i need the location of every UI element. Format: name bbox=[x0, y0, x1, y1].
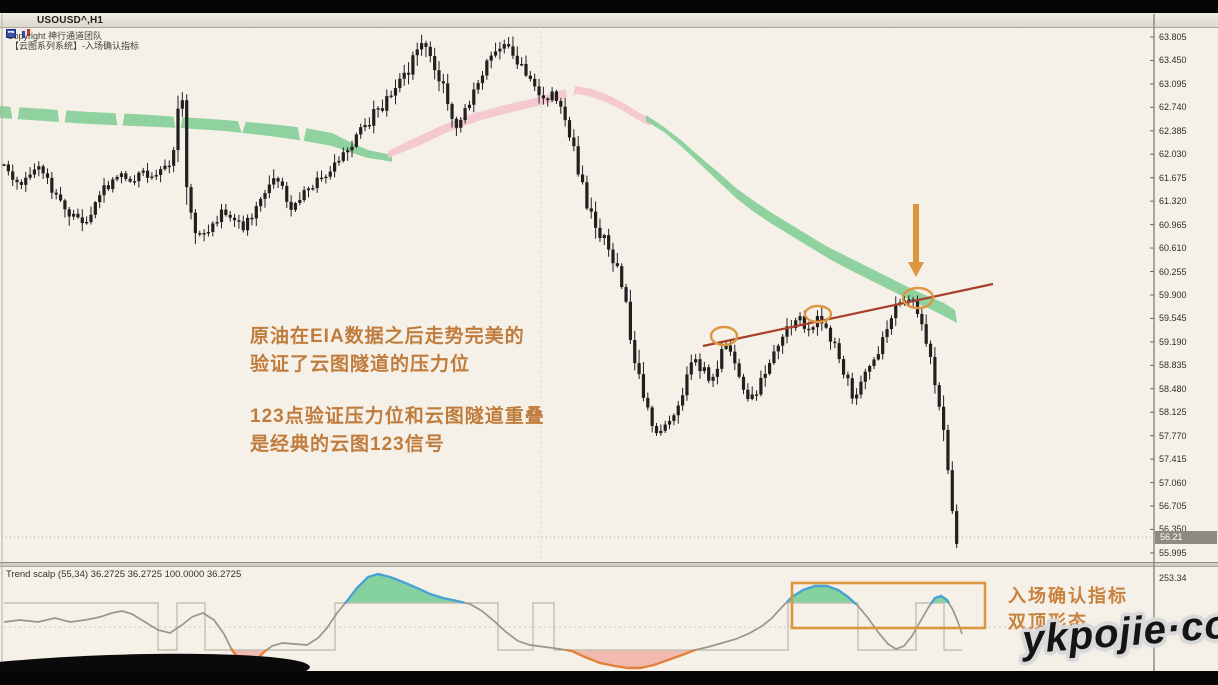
cloud-tunnel-layer bbox=[0, 86, 957, 323]
price-axis-label: 59.545 bbox=[1159, 313, 1187, 324]
annotation-arrow[interactable] bbox=[908, 204, 924, 277]
annotation-note1-line2[interactable]: 验证了云图隧道的压力位 bbox=[250, 354, 471, 375]
price-axis-label: 61.675 bbox=[1159, 172, 1187, 183]
price-axis-label: 63.805 bbox=[1159, 32, 1187, 42]
bottom-letterbox-bar bbox=[0, 671, 1218, 685]
annotation-note2-line1[interactable]: 123点验证压力位和云图隧道重叠 bbox=[250, 406, 545, 427]
price-axis-label: 60.255 bbox=[1159, 266, 1187, 277]
current-price-box: 56.21 bbox=[1155, 531, 1217, 544]
copyright-line-1: Copyright 神行通道团队 bbox=[7, 31, 103, 41]
indicator-label: Trend scalp (55,34) 36.2725 36.2725 100.… bbox=[6, 569, 242, 580]
annotation-note2-line2[interactable]: 是经典的云图123信号 bbox=[250, 434, 445, 455]
entry-label-line1[interactable]: 入场确认指标 bbox=[1008, 586, 1128, 606]
price-axis-label: 56.705 bbox=[1159, 501, 1187, 511]
price-axis-label: 59.900 bbox=[1159, 289, 1187, 300]
price-axis-label: 59.190 bbox=[1159, 336, 1187, 347]
price-axis-label: 56.350 bbox=[1159, 524, 1187, 535]
price-axis-label: 60.610 bbox=[1159, 243, 1187, 254]
chart-title-bar[interactable] bbox=[0, 13, 1218, 39]
annotation-note1-line1[interactable]: 原油在EIA数据之后走势完美的 bbox=[250, 326, 525, 347]
entry-label-line2[interactable]: 双顶形态 bbox=[1008, 612, 1088, 632]
candlestick-chart-icon bbox=[21, 28, 32, 39]
panel-separator[interactable] bbox=[0, 562, 1218, 567]
price-axis-label: 58.125 bbox=[1159, 407, 1187, 418]
axis-border bbox=[1, 14, 1155, 671]
price-axis-label: 60.965 bbox=[1159, 219, 1187, 230]
grid-lines bbox=[2, 16, 1153, 561]
price-axis-label: 57.415 bbox=[1159, 454, 1187, 465]
copyright-line-2: 【云图系列系统】-入场确认指标 bbox=[10, 41, 139, 51]
price-axis-label: 57.060 bbox=[1159, 477, 1187, 488]
window-icon bbox=[6, 29, 16, 38]
price-axis-label: 57.770 bbox=[1159, 430, 1187, 441]
candles-layer bbox=[2, 34, 959, 549]
signal-rectangle-object[interactable] bbox=[790, 581, 987, 630]
chart-title: USOUSD^,H1 bbox=[37, 15, 104, 26]
top-letterbox-bar bbox=[0, 0, 1218, 13]
panel-scale-label: 253.34 bbox=[1159, 573, 1187, 583]
price-axis-label: 58.835 bbox=[1159, 360, 1187, 371]
price-axis-label: 63.095 bbox=[1159, 78, 1187, 89]
trendline-object[interactable] bbox=[702, 282, 994, 348]
price-axis-label: 63.450 bbox=[1159, 55, 1187, 66]
price-axis-label: 62.740 bbox=[1159, 102, 1187, 113]
price-axis-label: 55.995 bbox=[1159, 547, 1187, 558]
price-axis-label: 62.030 bbox=[1159, 149, 1187, 160]
annotation-circles[interactable] bbox=[709, 286, 935, 347]
price-axis-label: 58.480 bbox=[1159, 383, 1187, 394]
price-axis-label: 61.320 bbox=[1159, 196, 1187, 207]
price-axis-label: 62.385 bbox=[1159, 125, 1187, 136]
